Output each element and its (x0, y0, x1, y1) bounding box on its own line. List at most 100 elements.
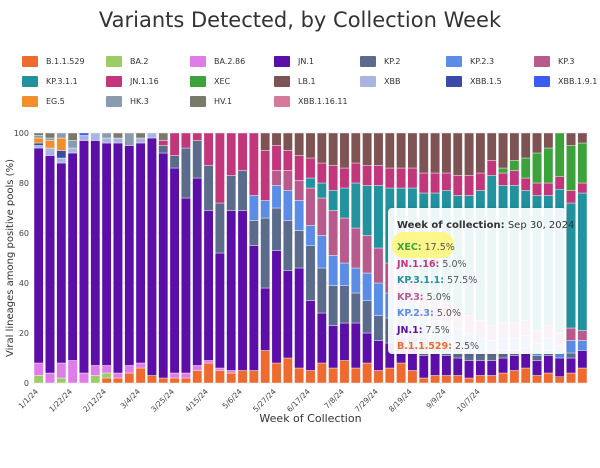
legend-item[interactable]: JN.1 (274, 56, 314, 67)
bar-segment (271, 145, 282, 171)
legend-swatch (360, 56, 376, 67)
bar-segment (373, 247, 384, 284)
bar-segment (577, 330, 588, 341)
bar-segment (328, 367, 339, 384)
bar-segment (441, 375, 452, 384)
legend-item[interactable]: B.1.1.529 (22, 56, 85, 67)
bar-segment (328, 132, 339, 166)
bar-segment (271, 250, 282, 364)
legend-item[interactable]: HV.1 (190, 96, 232, 107)
bar-segment (33, 147, 44, 364)
legend-swatch (534, 76, 550, 87)
bar-segment (135, 367, 146, 384)
bar-segment (418, 355, 429, 379)
bar-segment (101, 377, 112, 384)
bar-segment (486, 160, 497, 176)
bar-segment (79, 132, 89, 136)
bar-segment (237, 370, 248, 384)
legend-swatch (190, 56, 206, 67)
bar-segment (316, 235, 327, 269)
bar-segment (362, 185, 372, 236)
tooltip-row-value: 17.5% (424, 242, 455, 253)
bar-segment (226, 132, 237, 176)
tooltip-row: KP.3.1.1: 57.5% (397, 275, 477, 286)
bar-segment (532, 182, 542, 196)
legend-item[interactable]: BA.2.86 (190, 56, 245, 67)
bar-segment (101, 132, 112, 139)
legend-label: BA.2.86 (214, 57, 246, 66)
legend-item[interactable]: KP.2 (360, 56, 400, 67)
bar-segment (441, 355, 452, 376)
bar-segment (373, 282, 384, 316)
bar-segment (328, 285, 339, 326)
bar-segment (203, 362, 214, 384)
bar-segment (249, 245, 259, 371)
legend-item[interactable]: KP.3 (534, 56, 574, 67)
bar-segment (192, 140, 203, 179)
legend-label: XEC (214, 77, 231, 86)
bar-segment (67, 140, 78, 149)
bar-segment (475, 352, 486, 361)
legend-label: LB.1 (298, 77, 316, 86)
bar-segment (532, 355, 542, 361)
bar-segment (350, 132, 361, 164)
tooltip-row: KP.3: 5.0% (397, 292, 451, 303)
bar-segment (396, 362, 406, 384)
bar-segment (203, 165, 214, 211)
legend-item[interactable]: KP.2.3 (446, 56, 494, 67)
bar-segment (181, 147, 191, 199)
y-tick-label: 80 (19, 179, 29, 188)
tooltip-row-name: KP.3: (397, 291, 424, 303)
bar-segment (509, 160, 520, 171)
bar-segment (543, 182, 554, 196)
legend-item[interactable]: XEC (190, 76, 230, 87)
bar-segment (181, 197, 191, 374)
bar-segment (260, 217, 271, 289)
legend-item[interactable]: BA.2 (106, 56, 148, 67)
bar-segment (554, 132, 565, 177)
bar-segment (169, 167, 180, 374)
bar-segment (45, 132, 55, 139)
bar-segment (316, 312, 327, 364)
legend-item[interactable]: LB.1 (274, 76, 316, 87)
bar-segment (283, 190, 293, 221)
bar-segment (543, 355, 554, 374)
x-axis-title: Week of Collection (259, 412, 361, 425)
y-tick-label: 60 (19, 229, 29, 238)
bar-segment (566, 372, 576, 384)
legend-item[interactable]: XBB.1.5 (446, 76, 502, 87)
legend-item[interactable]: JN.1.16 (106, 76, 159, 87)
bar-segment (135, 142, 146, 364)
legend-item[interactable]: HK.3 (106, 96, 149, 107)
legend-item[interactable]: XBB (360, 76, 400, 87)
legend-item[interactable]: KP.3.1.1 (22, 76, 78, 87)
legend-swatch (190, 96, 206, 107)
legend-label: EG.5 (46, 97, 65, 106)
legend-item[interactable]: XBB.1.9.1 (534, 76, 597, 87)
legend-item[interactable]: EG.5 (22, 96, 65, 107)
bar-segment (192, 370, 203, 384)
bar-segment (283, 220, 293, 271)
bar-segment (328, 325, 339, 369)
tooltip-row-value: 5.0% (436, 308, 461, 319)
bar-segment (260, 132, 271, 151)
legend-label: XBB.1.9.1 (558, 77, 598, 86)
bar-segment (430, 132, 440, 174)
bar-segment (101, 142, 112, 366)
bar-segment (294, 267, 305, 369)
bar-segment (226, 175, 237, 211)
bar-segment (407, 132, 418, 169)
x-tick-label: 6/17/24 (285, 387, 312, 414)
legend-label: HK.3 (130, 97, 149, 106)
bar-segment (509, 170, 520, 186)
bar-segment (113, 132, 123, 139)
legend-item[interactable]: XBB.1.16.11 (274, 96, 348, 107)
legend-swatch (446, 76, 462, 87)
bar-segment (169, 155, 180, 169)
bar-segment (215, 370, 225, 384)
legend-swatch (274, 96, 290, 107)
bar-segment (486, 352, 497, 361)
legend-swatch (22, 56, 38, 67)
bar-segment (90, 375, 101, 384)
bar-segment (192, 365, 203, 371)
